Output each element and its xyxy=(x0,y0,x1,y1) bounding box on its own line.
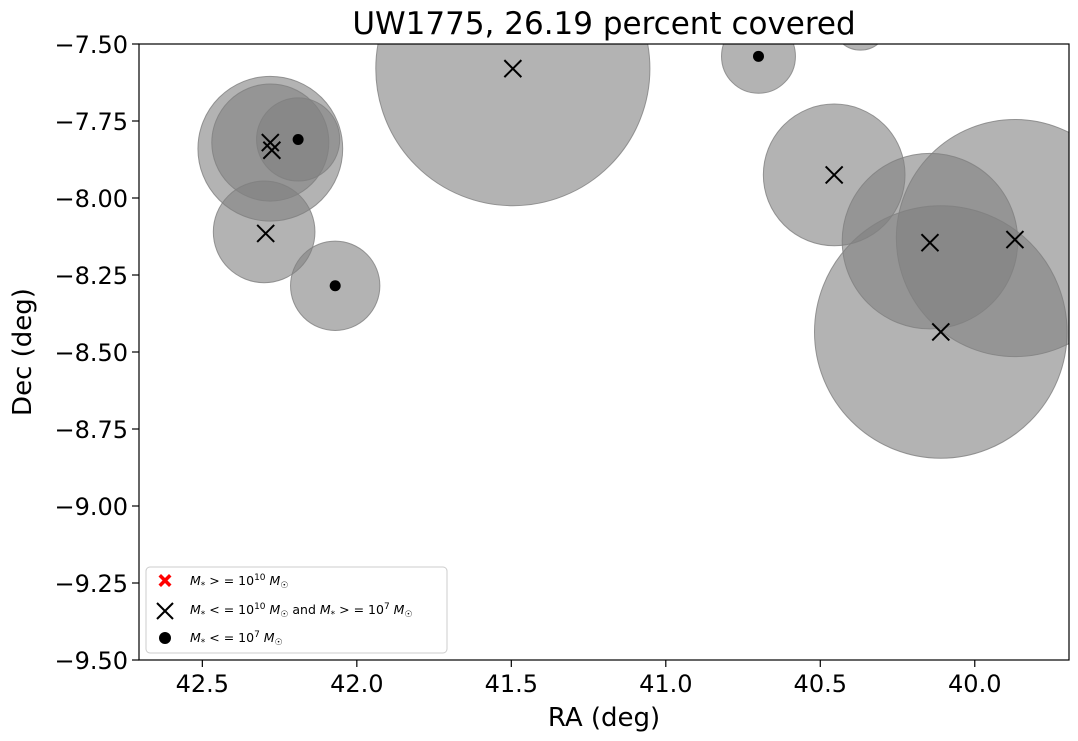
coverage-circle xyxy=(375,44,651,207)
x-tick-label: 42.5 xyxy=(176,670,229,698)
mid-mass-marker xyxy=(824,165,844,185)
y-tick-label: −8.25 xyxy=(54,262,128,290)
y-tick-label: −9.50 xyxy=(54,647,128,675)
mid-mass-marker xyxy=(920,233,940,252)
legend-box xyxy=(145,566,448,654)
legend-marker-mid-mass xyxy=(156,602,174,620)
y-tick-label: −8.50 xyxy=(54,339,128,367)
x-tick-label: 40.0 xyxy=(948,670,1001,698)
legend-label-high-mass: M* > = 1010 M☉ xyxy=(190,573,288,591)
legend-marker-high-mass xyxy=(158,574,172,587)
coverage-circle xyxy=(721,44,796,94)
low-mass-marker xyxy=(752,50,764,62)
mid-mass-marker xyxy=(503,59,523,78)
x-tick-label: 41.0 xyxy=(639,670,692,698)
y-tick-label: −7.75 xyxy=(54,108,128,136)
legend-marker-low-mass xyxy=(159,632,171,644)
mid-mass-marker xyxy=(261,133,280,152)
legend-label-low-mass: M* < = 107 M☉ xyxy=(190,630,283,648)
low-mass-marker xyxy=(329,280,341,292)
y-tick-label: −7.50 xyxy=(54,31,128,59)
y-tick-label: −9.25 xyxy=(54,570,128,598)
legend-label-mid-mass: M* < = 1010 M☉ and M* > = 107 M☉ xyxy=(190,602,413,620)
galaxy-markers xyxy=(256,50,1025,342)
mid-mass-marker xyxy=(262,141,282,160)
mid-mass-marker xyxy=(256,224,275,243)
x-axis-label: RA (deg) xyxy=(548,703,660,733)
coverage-circle xyxy=(842,44,879,51)
legend: M* > = 1010 M☉ M* < = 1010 M☉ and M* > =… xyxy=(145,566,448,654)
low-mass-marker xyxy=(292,133,304,145)
y-axis-ticks: −7.50 −7.75 −8.00 −8.25 −8.50 −8.75 −9.00 −9.25… xyxy=(54,31,139,675)
x-tick-label: 41.5 xyxy=(485,670,538,698)
coverage-circles xyxy=(197,44,1069,459)
y-tick-label: −9.00 xyxy=(54,493,128,521)
x-axis-ticks: 42.5 42.0 41.5 41.0 40.5 40.0 xyxy=(176,660,1001,698)
y-axis-label: Dec (deg) xyxy=(8,288,38,416)
mid-mass-marker xyxy=(1005,230,1025,249)
x-tick-label: 42.0 xyxy=(330,670,383,698)
y-tick-label: −8.75 xyxy=(54,416,128,444)
x-tick-label: 40.5 xyxy=(794,670,847,698)
mid-mass-marker xyxy=(931,322,950,342)
y-tick-label: −8.00 xyxy=(54,185,128,213)
chart-title: UW1775, 26.19 percent covered xyxy=(352,6,855,42)
